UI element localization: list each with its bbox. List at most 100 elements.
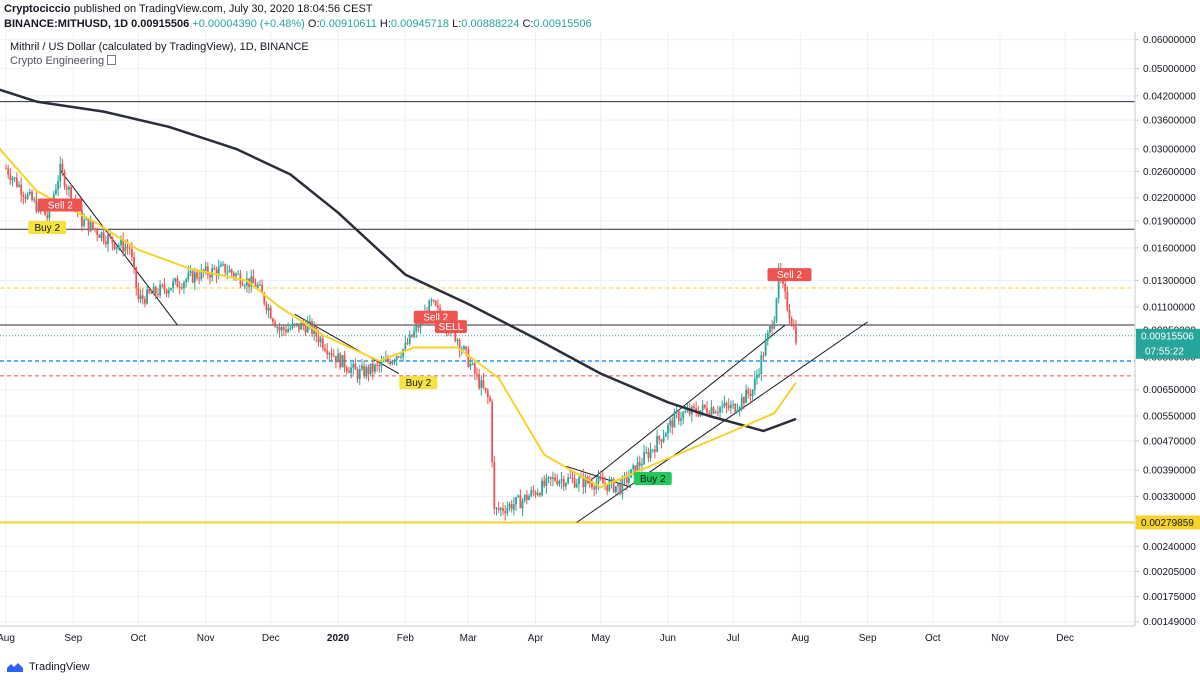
ohlc-low-label: L:	[452, 18, 462, 30]
candle-body	[703, 404, 706, 408]
candle-body	[104, 241, 107, 245]
indicator-settings-icon[interactable]	[107, 55, 117, 65]
candle-body	[157, 293, 159, 296]
candle-body	[263, 292, 266, 304]
tradingview-logo-icon	[7, 663, 23, 672]
ohlc-close: 0.00915506	[533, 18, 592, 30]
time-tick-label: Feb	[397, 633, 415, 644]
time-axis[interactable]: Aug Sep Oct Nov Dec 2020 Feb Mar Apr May Jun Jul Aug…	[0, 633, 1074, 644]
publish-info-bar: Cryptociccio published on TradingView.co…	[4, 2, 592, 32]
candle-body	[224, 263, 227, 273]
candle-body	[384, 358, 387, 362]
price-tick-label: 0.00240000	[1143, 542, 1196, 553]
candle-body	[530, 490, 533, 496]
candle-body	[495, 507, 498, 509]
candle-body	[163, 284, 166, 290]
candle-body	[59, 163, 62, 182]
candle-body	[465, 346, 468, 350]
candle-body	[282, 327, 285, 330]
time-tick-label: Oct	[131, 633, 147, 644]
candle-body	[729, 404, 732, 409]
time-tick-label: Sep	[64, 633, 82, 644]
candle-body	[591, 482, 593, 488]
ohlc-open-label: O:	[307, 18, 320, 30]
candle-body	[85, 219, 88, 221]
time-tick-label: Dec	[262, 633, 280, 644]
candle-body	[756, 374, 758, 379]
candle-body	[786, 291, 789, 310]
signal-badge-bg	[767, 268, 812, 282]
candle-body	[215, 269, 218, 276]
candle-body	[721, 406, 724, 408]
candle-body	[259, 284, 261, 286]
candle-body	[667, 425, 669, 434]
candle-body	[235, 273, 237, 277]
candle-body	[133, 256, 135, 268]
candle-body	[28, 191, 31, 194]
candle-body	[144, 298, 146, 304]
publisher-name[interactable]: Cryptociccio	[4, 3, 71, 15]
candle-body	[243, 285, 246, 287]
candle-body	[677, 411, 680, 421]
time-tick-label: Jun	[660, 633, 676, 644]
candle-body	[348, 370, 350, 373]
candle-body	[222, 263, 224, 265]
legend-indicator[interactable]: Crypto Engineering	[10, 54, 309, 68]
candle-body	[476, 373, 478, 375]
candle-body	[697, 412, 700, 416]
candle-body	[87, 219, 90, 232]
candle-body	[775, 298, 778, 321]
candle-body	[289, 328, 292, 330]
time-tick-label: Jul	[727, 633, 740, 644]
symbol-label: BINANCE:MITHUSD, 1D	[4, 18, 129, 30]
candle-body	[588, 482, 591, 484]
footer-brand[interactable]: TradingView	[29, 661, 90, 673]
candle-body	[528, 495, 530, 501]
candle-body	[573, 478, 576, 488]
ohlc-high: 0.00945718	[390, 18, 450, 30]
candle-body	[139, 295, 142, 300]
price-tick-label: 0.01300000	[1143, 276, 1196, 287]
candle-body	[246, 278, 248, 286]
candle-body	[91, 222, 94, 229]
time-tick-label: Sep	[859, 633, 877, 644]
candle-body	[326, 350, 329, 355]
candle-body	[285, 329, 287, 333]
candle-body	[46, 215, 49, 218]
chart-legend: Mithril / US Dollar (calculated by Tradi…	[10, 40, 309, 68]
candle-body	[523, 494, 526, 501]
candle-body	[617, 484, 619, 487]
candle-body	[725, 403, 728, 406]
candle-body	[790, 318, 793, 327]
candle-body	[15, 177, 18, 187]
candle-body	[543, 480, 546, 486]
signal-badge-bg	[399, 376, 438, 390]
candle-body	[198, 277, 201, 280]
candle-body	[647, 452, 650, 459]
candle-body	[363, 365, 366, 377]
candle-body	[456, 339, 459, 342]
candle-body	[126, 246, 129, 248]
candle-body	[719, 407, 721, 413]
signal-badge-label: Buy 2	[640, 474, 666, 485]
candle-body	[130, 249, 133, 257]
candle-body	[614, 486, 617, 493]
candle-body	[430, 300, 433, 302]
candle-body	[137, 287, 140, 300]
candle-body	[656, 436, 658, 452]
candle-body	[671, 420, 674, 428]
moving-average-line	[0, 147, 797, 489]
candle-body	[686, 409, 689, 412]
candle-body	[541, 480, 543, 496]
candle-body	[762, 355, 765, 357]
candle-body	[508, 503, 511, 508]
candle-body	[521, 500, 524, 509]
candle-body	[599, 476, 602, 479]
candle-body	[352, 364, 355, 368]
candle-body	[206, 266, 209, 275]
candle-body	[480, 380, 483, 388]
price-tick-label: 0.04200000	[1143, 91, 1196, 102]
price-tick-label: 0.01900000	[1143, 216, 1196, 227]
candle-body	[467, 349, 470, 367]
